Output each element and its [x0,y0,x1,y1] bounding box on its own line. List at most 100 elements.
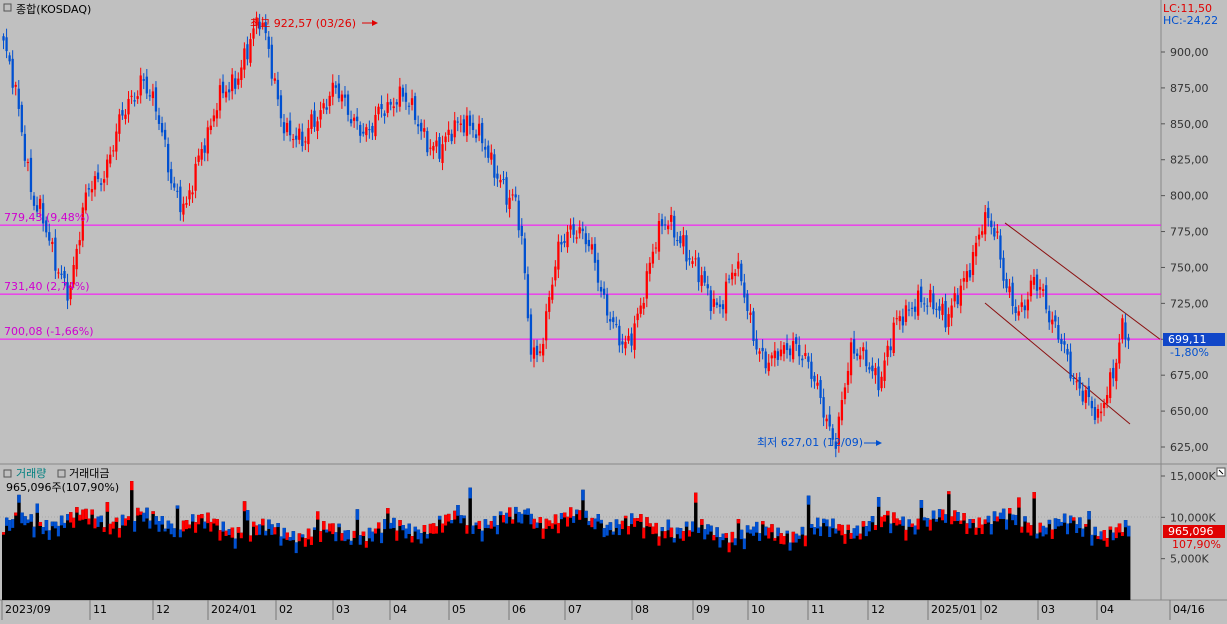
candle [377,103,380,121]
volume-bar-tip [1099,531,1103,540]
volume-bar-tip [373,528,378,534]
candle [819,376,822,405]
volume-bar-tip [608,522,613,531]
candle [1124,313,1127,348]
date-tick-label: 02 [279,603,293,616]
volume-bar [81,509,85,600]
current-volume-pct: 107,90% [1172,538,1221,551]
turnover-tab[interactable]: 거래대금 [69,467,109,480]
volume-bar-tip [977,517,982,529]
volume-bar [776,527,780,600]
candle [136,90,139,104]
volume-bar [614,519,619,600]
volume-bar [1008,508,1012,600]
candle [182,196,185,222]
volume-bar-tip [1084,524,1088,527]
volume-bar [803,535,808,600]
volume-bar [684,521,689,600]
candle [398,77,401,112]
candle [374,106,377,140]
volume-bar-tip [675,527,680,535]
volume-bar-tip [840,524,844,536]
volume-bar-tip [282,527,286,539]
candle [697,252,700,291]
volume-bar [142,512,146,600]
volume-bar-tip [697,527,701,533]
volume-bar [910,523,914,600]
volume-bar-tip [139,511,143,515]
candle [545,303,548,349]
candle [999,229,1002,269]
volume-bar-tip [956,512,960,521]
volume-bar-tip [822,518,826,524]
volume-bar [904,529,908,600]
volume-bar-tip [736,519,741,524]
candle [468,110,472,135]
candle [1005,272,1008,293]
volume-bar [562,512,567,600]
volume-bar-tip [255,525,259,536]
volume-bar-tip [477,520,482,530]
volume-checkbox-icon[interactable] [3,469,12,478]
volume-bar-tip [1072,517,1076,521]
volume-bar [916,518,921,600]
candle [356,108,359,130]
candle [599,280,603,298]
volume-bar [1078,517,1082,600]
volume-bar [736,519,741,600]
date-tick-label: 03 [336,603,350,616]
candle [980,224,984,238]
volume-bar [1035,533,1039,600]
volume-bar-tip [270,524,274,535]
volume-bar [221,521,225,600]
volume-bar-tip [495,525,500,535]
volume-bar-tip [200,514,204,519]
current-price-badge [1163,333,1225,346]
candle [60,265,63,280]
date-tick-label: 04/16 [1173,603,1205,616]
candle [438,133,441,163]
volume-bar-tip [151,511,155,515]
volume-bar [184,520,189,600]
volume-bar-tip [416,529,421,540]
volume-bar-tip [215,519,219,526]
volume-bar [66,514,70,600]
candle [383,110,386,124]
candle [740,259,743,286]
candle [807,352,810,369]
candle [17,80,20,117]
volume-bar [273,527,277,600]
candle [288,112,292,142]
volume-bar-tip [294,542,299,554]
candle [1045,277,1048,314]
volume-bar-tip [258,524,262,535]
candle [206,120,209,162]
volume-bar [755,521,759,600]
volume-bar-tip [90,509,94,515]
candle [1115,358,1118,390]
candle [380,95,383,118]
candle [11,50,14,95]
volume-tab[interactable]: 거래량 [16,467,46,480]
candle [212,108,216,127]
volume-bar-tip [389,522,393,529]
current-price: 699,11 [1168,333,1207,346]
price-tick-label: 750,00 [1170,261,1209,274]
candle [413,92,417,125]
candle [1099,403,1103,422]
volume-bar-tip [1035,533,1039,539]
volume-bar [940,509,945,600]
volume-bar [1053,518,1058,600]
title-checkbox-icon[interactable] [3,3,12,12]
candle [1069,343,1072,382]
candle [319,101,322,128]
volume-bar-tip [325,529,329,533]
volume-bar-tip [352,530,357,538]
turnover-checkbox-icon[interactable] [57,469,66,478]
volume-bar-tip [602,528,607,538]
candle [609,311,612,331]
volume-bar [617,524,622,600]
volume-bar-tip [809,524,814,528]
volume-bar [520,513,524,600]
